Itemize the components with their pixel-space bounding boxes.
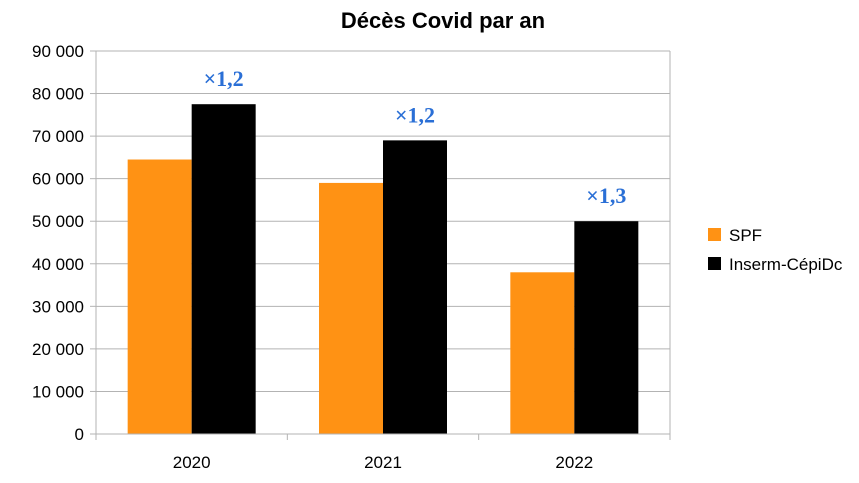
annotations: ×1,2 ×1,2 ×1,3 bbox=[204, 66, 627, 208]
y-tick-label: 30 000 bbox=[32, 297, 84, 316]
y-tick-label: 70 000 bbox=[32, 127, 84, 146]
legend-label: Inserm-CépiDc bbox=[729, 255, 843, 274]
bar-inserm-c-pidc-2020 bbox=[191, 104, 256, 434]
x-tick-label: 2020 bbox=[173, 453, 211, 472]
y-tick-label: 10 000 bbox=[32, 382, 84, 401]
y-tick-label: 20 000 bbox=[32, 340, 84, 359]
chart-title: Décès Covid par an bbox=[341, 8, 545, 33]
legend-swatch-spf bbox=[708, 228, 721, 241]
legend: SPF Inserm-CépiDc bbox=[708, 226, 843, 274]
y-tick-label: 80 000 bbox=[32, 85, 84, 104]
ratio-annotation: ×1,3 bbox=[586, 183, 626, 208]
legend-label: SPF bbox=[729, 226, 762, 245]
x-tick-label: 2022 bbox=[555, 453, 593, 472]
y-tick-label: 60 000 bbox=[32, 170, 84, 189]
ratio-annotation: ×1,2 bbox=[204, 66, 244, 91]
bar-inserm-c-pidc-2021 bbox=[383, 140, 447, 434]
axes: 0 10 000 20 000 30 000 40 000 50 000 60 000 70 … bbox=[32, 42, 671, 472]
y-tick-label: 50 000 bbox=[32, 212, 84, 231]
bar-spf-2021 bbox=[319, 182, 383, 434]
ratio-annotation: ×1,2 bbox=[395, 102, 435, 127]
bar-inserm-c-pidc-2022 bbox=[574, 221, 639, 434]
legend-swatch-inserm-c-pidc bbox=[708, 257, 721, 270]
x-tick-label: 2021 bbox=[364, 453, 402, 472]
y-tick-label: 90 000 bbox=[32, 42, 84, 61]
bar-spf-2020 bbox=[127, 159, 192, 434]
bars bbox=[127, 104, 639, 434]
bar-spf-2022 bbox=[510, 272, 575, 434]
y-tick-label: 40 000 bbox=[32, 255, 84, 274]
y-tick-label: 0 bbox=[75, 425, 84, 444]
